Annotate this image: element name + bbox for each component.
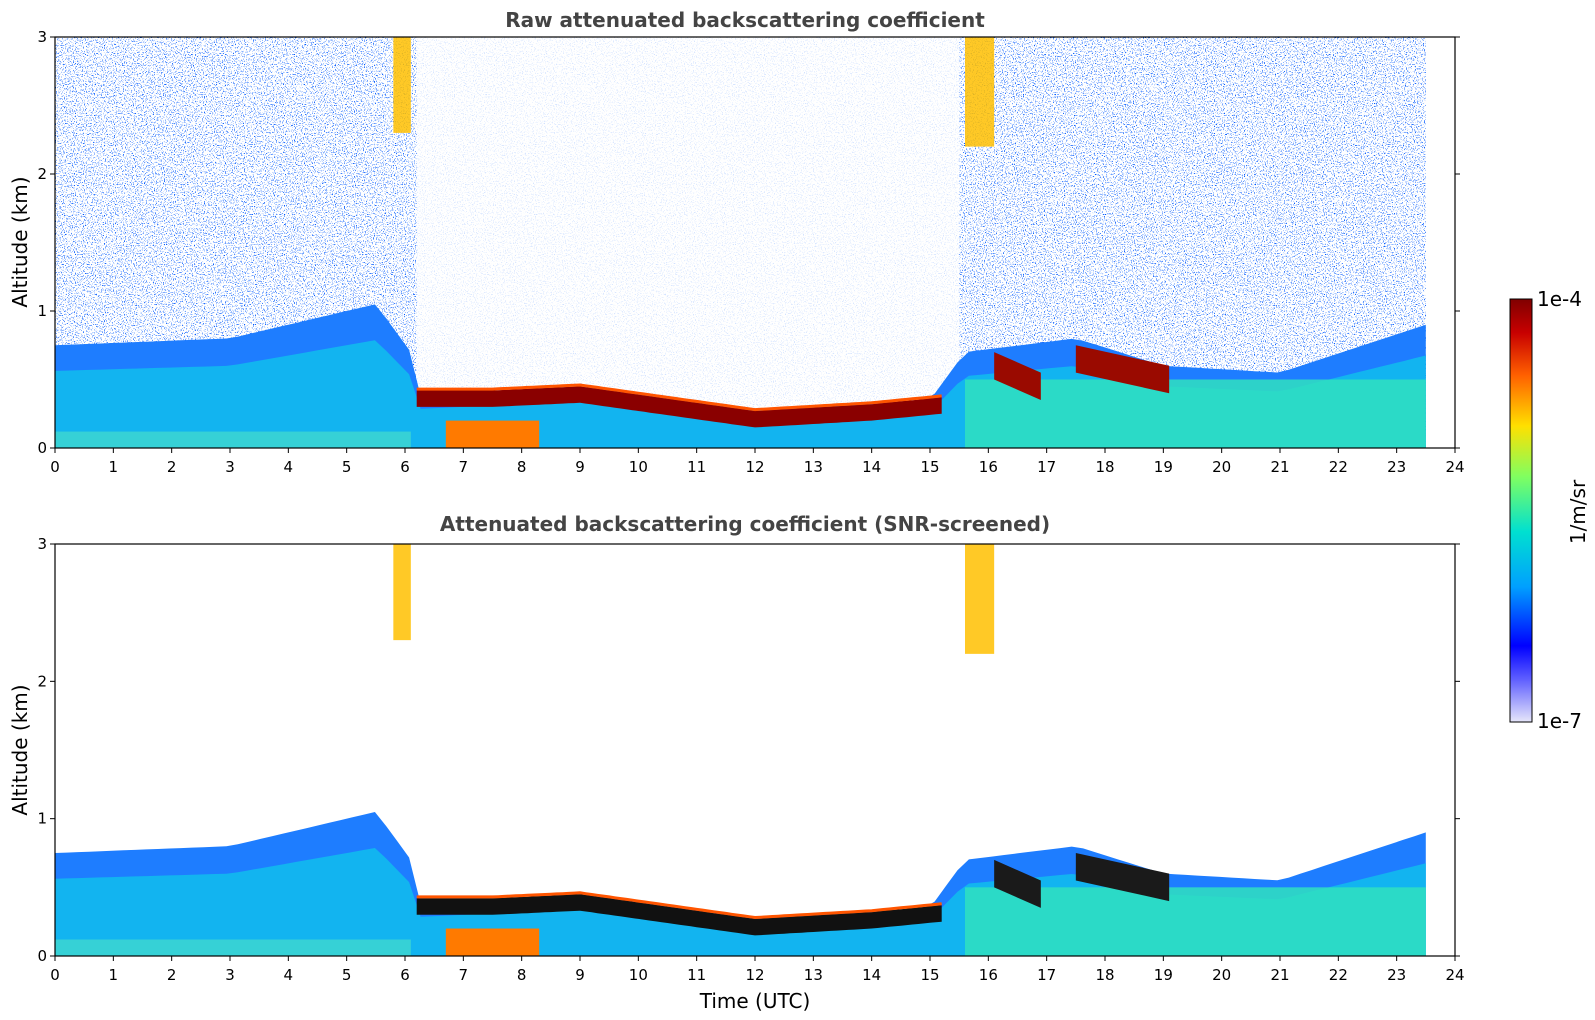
x-tick-label: 2	[167, 966, 177, 984]
cloud-layer	[416, 386, 942, 428]
x-tick-label: 12	[745, 458, 764, 476]
x-tick-label: 22	[1329, 966, 1348, 984]
x-tick-label: 20	[1212, 458, 1231, 476]
colorbar-gradient	[1509, 298, 1533, 723]
cirrus-streak	[393, 37, 411, 133]
y-axis-ticks: 0 1 2 3	[37, 535, 1460, 965]
x-tick-label: 16	[979, 966, 998, 984]
y-axis-label: Altitude (km)	[8, 176, 32, 307]
x-tick-label: 8	[517, 966, 527, 984]
evening-cloud	[994, 859, 1041, 908]
x-tick-label: 2	[167, 458, 177, 476]
x-tick-label: 11	[687, 966, 706, 984]
x-tick-label: 15	[920, 458, 939, 476]
x-tick-label: 24	[1445, 966, 1464, 984]
x-tick-label: 17	[1037, 966, 1056, 984]
x-tick-label: 4	[284, 966, 294, 984]
x-tick-label: 22	[1329, 458, 1348, 476]
x-axis-ticks: 0 1 2 3 4 5 6 7 8 9 10 11 12 13 14 15 16 17 18 19 20 21 22 23 24	[50, 448, 1465, 476]
x-tick-label: 20	[1212, 966, 1231, 984]
x-tick-label: 3	[225, 458, 235, 476]
y-tick-label: 1	[37, 302, 47, 320]
cloud-layer	[416, 894, 942, 936]
x-tick-label: 7	[459, 966, 469, 984]
x-tick-label: 11	[687, 458, 706, 476]
y-tick-label: 3	[37, 535, 47, 553]
y-tick-label: 3	[37, 28, 47, 46]
x-tick-label: 24	[1445, 458, 1464, 476]
x-tick-label: 14	[862, 966, 881, 984]
evening-cloud	[1075, 345, 1170, 394]
screened-backscatter-panel: Attenuated backscattering coefficient (S…	[8, 512, 1465, 1013]
heatmap-layers	[55, 37, 1426, 448]
below-cloud-region	[445, 928, 540, 956]
daytime-clear-region	[416, 37, 960, 448]
evening-cloud	[1075, 853, 1170, 902]
x-tick-label: 15	[920, 966, 939, 984]
below-cloud-region	[445, 420, 540, 448]
panel-title: Attenuated backscattering coefficient (S…	[440, 512, 1050, 536]
cloud-top-edge	[416, 891, 942, 920]
y-tick-label: 1	[37, 810, 47, 828]
x-tick-label: 5	[342, 966, 352, 984]
evening-cloud	[994, 352, 1041, 401]
x-axis-ticks: 0 1 2 3 4 5 6 7 8 9 10 11 12 13 14 15 16 17 18 19 20 21 22 23 24	[50, 956, 1465, 984]
x-tick-label: 23	[1387, 966, 1406, 984]
panel-title: Raw attenuated backscattering coefficien…	[505, 8, 985, 32]
y-tick-label: 2	[37, 672, 47, 690]
colorbar-max-label: 1e-4	[1537, 287, 1582, 311]
y-tick-label: 0	[37, 439, 47, 457]
x-tick-label: 6	[400, 966, 410, 984]
x-tick-label: 23	[1387, 458, 1406, 476]
surface-layer	[965, 379, 1426, 448]
heatmap-layers	[55, 544, 1426, 956]
raw-backscatter-panel: Raw attenuated backscattering coefficien…	[8, 8, 1465, 476]
cirrus-streak	[965, 544, 995, 654]
x-tick-label: 12	[745, 966, 764, 984]
colorbar: 1e-4 1e-7 1/m/sr	[1509, 287, 1590, 733]
cirrus-streak	[965, 37, 995, 147]
surface-layer	[55, 939, 411, 956]
x-tick-label: 1	[109, 966, 119, 984]
x-tick-label: 17	[1037, 458, 1056, 476]
x-tick-label: 21	[1270, 458, 1289, 476]
x-tick-label: 18	[1095, 966, 1114, 984]
x-tick-label: 10	[629, 458, 648, 476]
x-tick-label: 19	[1154, 458, 1173, 476]
surface-layer	[55, 431, 411, 448]
y-axis-label: Altitude (km)	[8, 684, 32, 815]
x-tick-label: 13	[804, 966, 823, 984]
x-axis-label: Time (UTC)	[699, 989, 811, 1013]
colorbar-unit-label: 1/m/sr	[1566, 479, 1590, 544]
surface-layer	[965, 887, 1426, 956]
x-tick-label: 5	[342, 458, 352, 476]
cloud-top-edge	[416, 383, 942, 412]
x-tick-label: 10	[629, 966, 648, 984]
heatmap-area	[55, 37, 1426, 448]
x-tick-label: 19	[1154, 966, 1173, 984]
colorbar-min-label: 1e-7	[1537, 709, 1582, 733]
x-tick-label: 13	[804, 458, 823, 476]
x-tick-label: 14	[862, 458, 881, 476]
cirrus-streak	[393, 544, 411, 641]
x-tick-label: 6	[400, 458, 410, 476]
x-tick-label: 1	[109, 458, 119, 476]
x-tick-label: 9	[575, 458, 585, 476]
x-tick-label: 3	[225, 966, 235, 984]
y-tick-label: 0	[37, 947, 47, 965]
y-tick-label: 2	[37, 165, 47, 183]
x-tick-label: 4	[284, 458, 294, 476]
x-tick-label: 0	[50, 458, 60, 476]
x-tick-label: 18	[1095, 458, 1114, 476]
x-tick-label: 21	[1270, 966, 1289, 984]
x-tick-label: 8	[517, 458, 527, 476]
x-tick-label: 7	[459, 458, 469, 476]
y-axis-ticks: 0 1 2 3	[37, 28, 1460, 457]
heatmap-area	[55, 544, 1426, 956]
x-tick-label: 0	[50, 966, 60, 984]
x-tick-label: 9	[575, 966, 585, 984]
x-tick-label: 16	[979, 458, 998, 476]
